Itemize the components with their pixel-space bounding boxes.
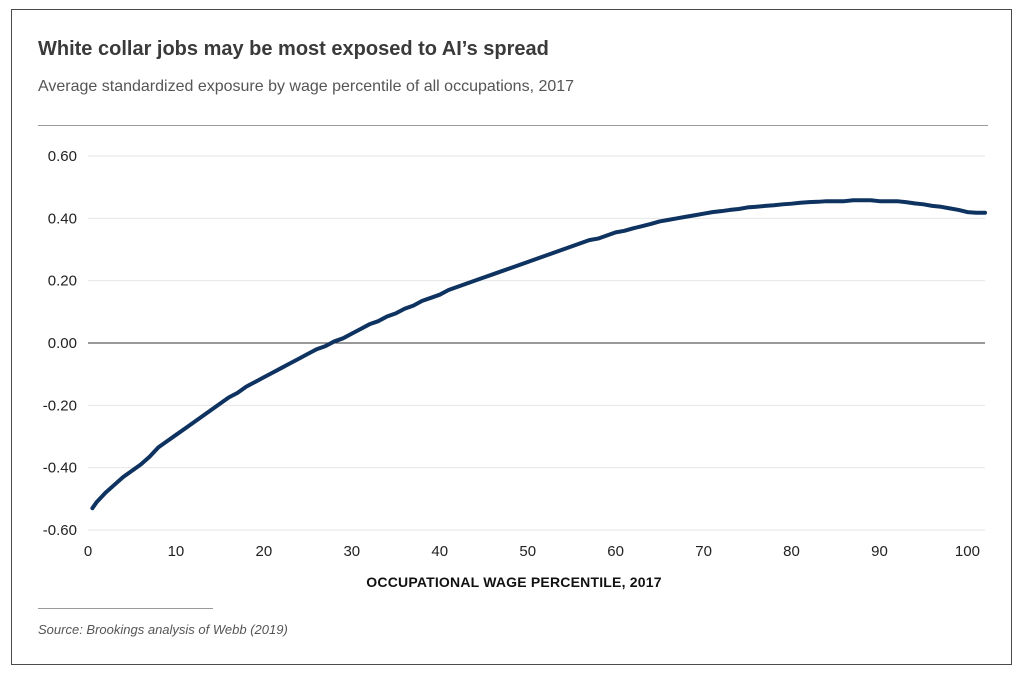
x-tick-label: 60	[607, 543, 624, 560]
x-tick-label: 30	[343, 543, 360, 560]
x-tick-label: 50	[519, 543, 536, 560]
title-divider	[38, 125, 988, 126]
x-tick-label: 90	[871, 543, 888, 560]
x-tick-label: 40	[431, 543, 448, 560]
x-tick-label: 0	[84, 543, 92, 560]
chart-frame	[11, 9, 1012, 665]
x-tick-label: 80	[783, 543, 800, 560]
y-tick-label: -0.20	[43, 397, 77, 414]
source-note: Source: Brookings analysis of Webb (2019…	[38, 622, 288, 637]
x-axis-label-text: OCCUPATIONAL WAGE PERCENTILE, 2017	[366, 574, 662, 590]
y-tick-label: 0.60	[48, 148, 77, 165]
source-divider	[38, 608, 213, 609]
y-axis-ticks: 0.60 0.40 0.20 0.00 -0.20 -0.40 -0.60	[43, 148, 77, 539]
x-tick-label: 100	[955, 543, 980, 560]
x-axis-ticks: 0 10 20 30 40 50 60 70 80 90 100	[84, 543, 980, 560]
series-line	[90, 198, 987, 511]
y-tick-label: 0.00	[48, 335, 77, 352]
series-layer	[90, 198, 987, 511]
x-axis-label: OCCUPATIONAL WAGE PERCENTILE, 2017	[0, 574, 1024, 590]
x-tick-label: 10	[168, 543, 185, 560]
y-tick-label: 0.40	[48, 210, 77, 227]
y-tick-label: 0.20	[48, 273, 77, 290]
x-tick-label: 70	[695, 543, 712, 560]
y-tick-label: -0.40	[43, 460, 77, 477]
x-tick-label: 20	[256, 543, 273, 560]
chart-subtitle: Average standardized exposure by wage pe…	[38, 78, 575, 95]
y-tick-label: -0.60	[43, 522, 77, 539]
gridlines	[88, 155, 985, 531]
chart-title: White collar jobs may be most exposed to…	[38, 38, 549, 60]
